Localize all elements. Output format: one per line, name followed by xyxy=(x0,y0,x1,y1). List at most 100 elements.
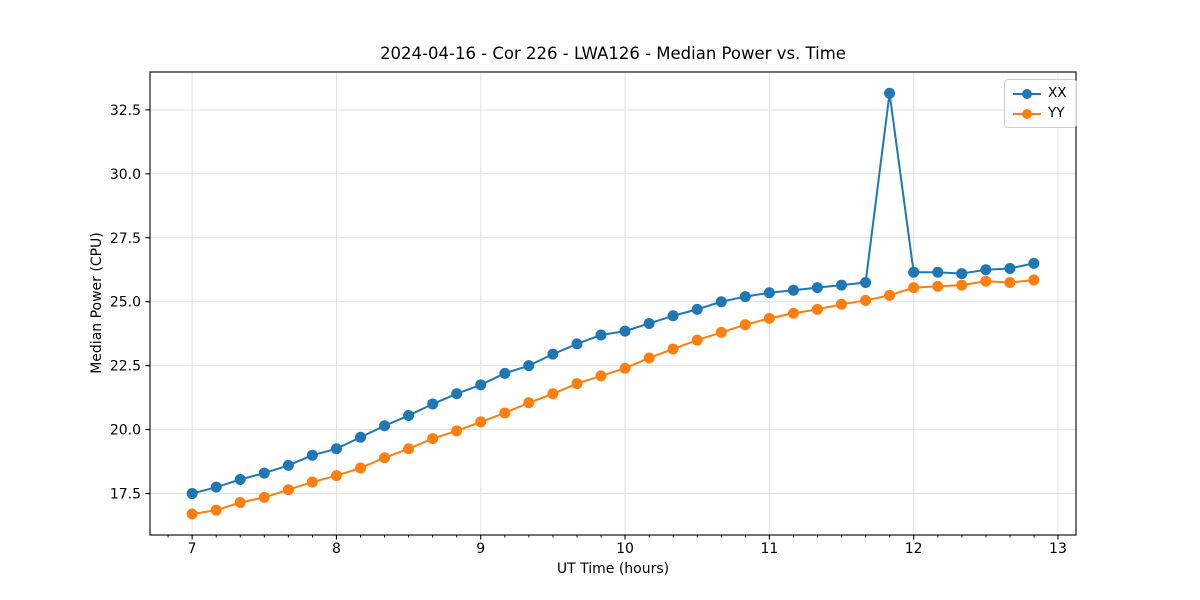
data-point-yy xyxy=(956,279,968,291)
legend-marker-yy xyxy=(1013,108,1041,119)
data-point-xx xyxy=(908,266,920,278)
data-point-yy xyxy=(667,343,679,355)
data-point-yy xyxy=(980,275,992,287)
y-tick-label: 32.5 xyxy=(110,103,141,119)
data-point-yy xyxy=(330,470,342,482)
data-point-xx xyxy=(619,325,631,337)
y-tick-label: 22.5 xyxy=(110,359,141,375)
data-point-yy xyxy=(1028,274,1040,286)
y-tick-label: 17.5 xyxy=(110,487,141,503)
data-point-xx xyxy=(836,279,848,291)
x-tick-label: 8 xyxy=(332,541,341,557)
data-point-xx xyxy=(956,268,968,280)
data-point-yy xyxy=(282,484,294,496)
data-point-yy xyxy=(451,425,463,437)
data-point-xx xyxy=(355,431,367,443)
data-point-xx xyxy=(547,348,559,360)
data-point-yy xyxy=(475,416,487,428)
data-point-yy xyxy=(1004,277,1016,289)
data-point-xx xyxy=(306,449,318,461)
legend-marker-xx xyxy=(1013,88,1041,99)
data-point-yy xyxy=(234,497,246,509)
chart-title: 2024-04-16 - Cor 226 - LWA126 - Median P… xyxy=(380,44,846,63)
data-point-yy xyxy=(932,280,944,292)
data-point-yy xyxy=(355,462,367,474)
data-point-xx xyxy=(932,266,944,278)
data-point-xx xyxy=(595,329,607,341)
data-point-yy xyxy=(884,289,896,301)
x-tick-label: 12 xyxy=(905,541,923,557)
data-point-xx xyxy=(475,379,487,391)
data-point-yy xyxy=(499,407,511,419)
data-point-xx xyxy=(210,481,222,493)
y-tick-label: 25.0 xyxy=(110,295,141,311)
data-point-xx xyxy=(258,467,270,479)
data-point-yy xyxy=(186,508,198,520)
data-point-yy xyxy=(715,326,727,338)
data-point-xx xyxy=(427,398,439,410)
data-point-xx xyxy=(811,282,823,294)
data-point-yy xyxy=(908,282,920,294)
x-tick-label: 13 xyxy=(1049,541,1067,557)
data-point-yy xyxy=(547,388,559,400)
legend: XX YY xyxy=(1004,79,1077,128)
data-point-xx xyxy=(667,310,679,322)
legend-item-xx: XX xyxy=(1013,85,1067,102)
y-tick-label: 20.0 xyxy=(110,423,141,439)
data-point-xx xyxy=(523,360,535,372)
data-point-yy xyxy=(619,362,631,374)
data-point-yy xyxy=(306,476,318,488)
y-axis-label: Median Power (CPU) xyxy=(89,232,105,374)
data-point-yy xyxy=(210,504,222,516)
data-point-yy xyxy=(427,433,439,445)
data-point-yy xyxy=(595,370,607,382)
legend-label-yy: YY xyxy=(1048,104,1065,121)
x-tick-label: 11 xyxy=(760,541,778,557)
data-point-yy xyxy=(860,294,872,306)
series-line-xx xyxy=(191,92,1035,495)
data-point-yy xyxy=(571,378,583,390)
data-point-xx xyxy=(186,488,198,500)
data-point-xx xyxy=(860,277,872,289)
data-point-xx xyxy=(884,87,896,99)
x-tick-label: 7 xyxy=(188,541,197,557)
data-point-yy xyxy=(739,319,751,331)
data-point-xx xyxy=(234,473,246,485)
data-point-yy xyxy=(643,352,655,364)
data-point-xx xyxy=(499,367,511,379)
x-axis-label: UT Time (hours) xyxy=(556,561,670,577)
data-point-xx xyxy=(980,264,992,276)
legend-label-xx: XX xyxy=(1048,84,1067,101)
data-point-xx xyxy=(787,284,799,296)
data-point-yy xyxy=(258,491,270,503)
x-tick-label: 10 xyxy=(616,541,634,557)
legend-item-yy: YY xyxy=(1013,105,1067,122)
data-point-xx xyxy=(282,459,294,471)
data-point-xx xyxy=(403,410,415,422)
data-point-xx xyxy=(691,303,703,315)
data-point-xx xyxy=(451,388,463,400)
series-line-yy xyxy=(191,278,1034,516)
data-point-yy xyxy=(403,443,415,455)
plot-border xyxy=(149,71,1077,536)
data-point-xx xyxy=(378,420,390,432)
data-point-yy xyxy=(811,303,823,315)
data-point-xx xyxy=(1028,257,1040,269)
data-point-xx xyxy=(330,443,342,455)
y-tick-label: 27.5 xyxy=(110,231,141,247)
data-point-yy xyxy=(691,334,703,346)
data-point-yy xyxy=(523,397,535,409)
data-point-yy xyxy=(763,312,775,324)
data-point-yy xyxy=(378,452,390,464)
data-point-xx xyxy=(643,317,655,329)
data-point-xx xyxy=(571,338,583,350)
data-point-yy xyxy=(836,298,848,310)
data-point-xx xyxy=(739,291,751,303)
y-tick-label: 30.0 xyxy=(110,167,141,183)
data-point-xx xyxy=(715,296,727,308)
data-point-yy xyxy=(787,307,799,319)
x-tick-label: 9 xyxy=(476,541,485,557)
data-point-xx xyxy=(763,287,775,299)
